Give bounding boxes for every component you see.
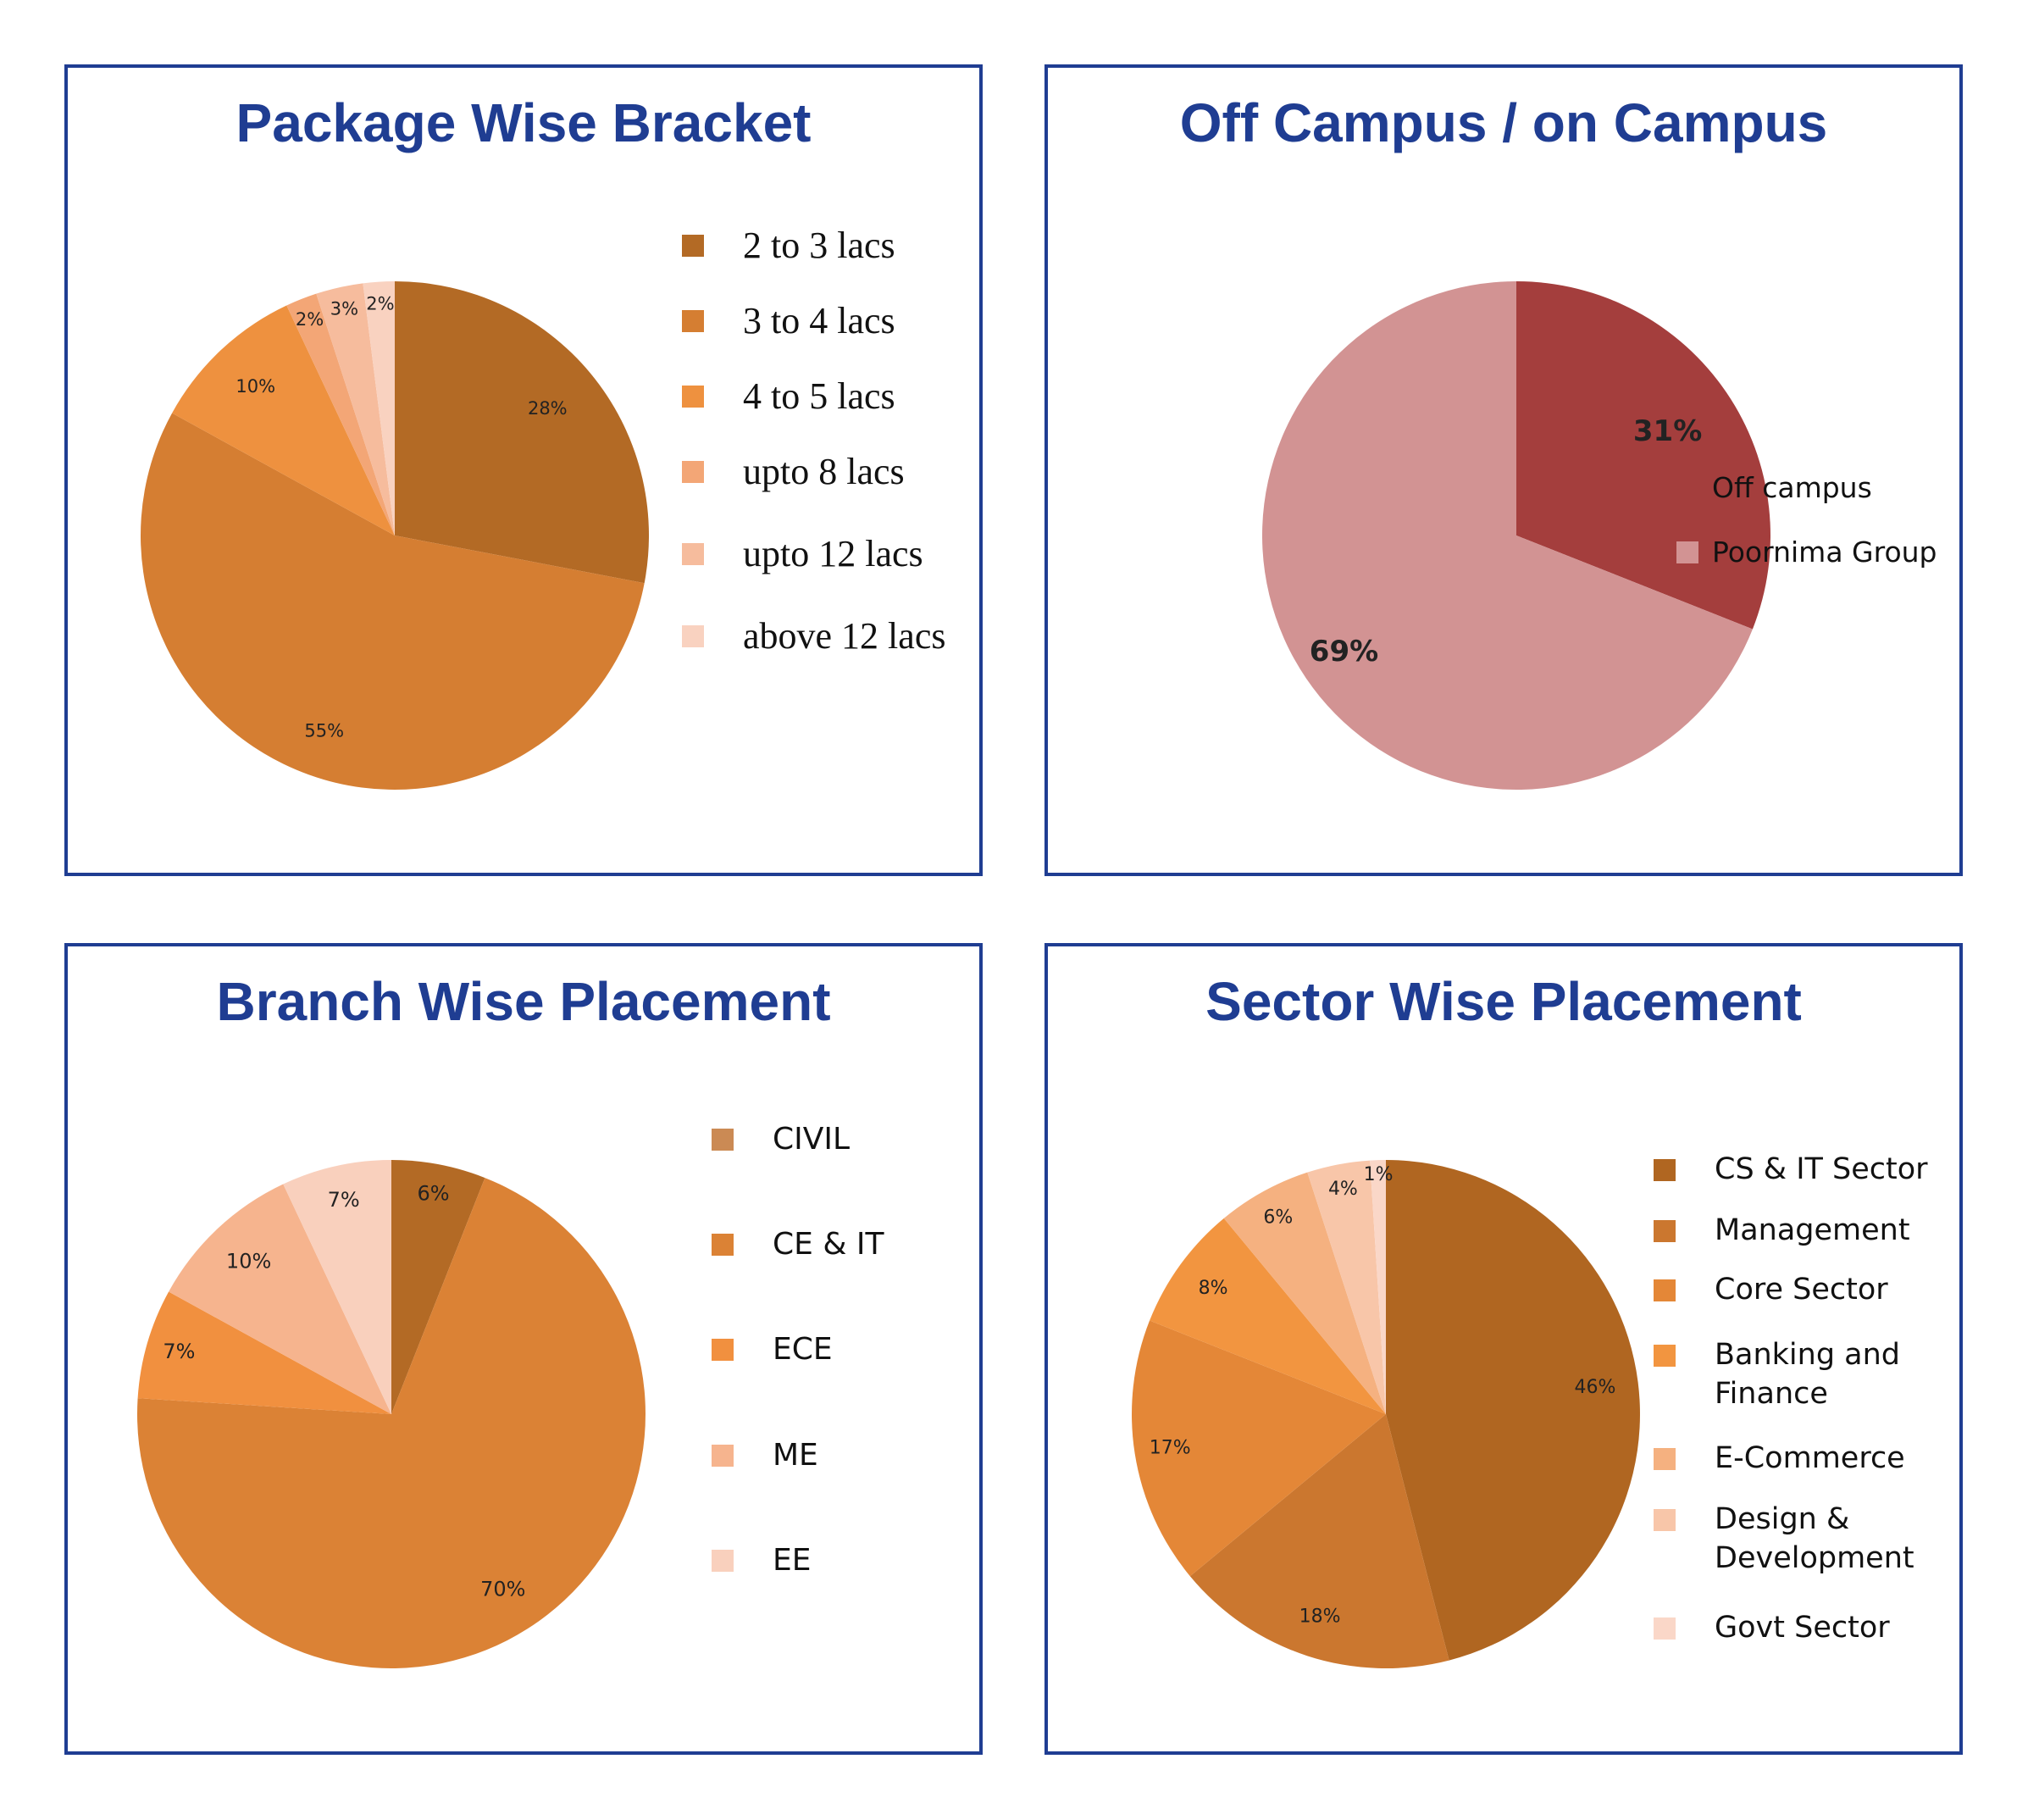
- slice-data-label: 6%: [1263, 1207, 1293, 1229]
- slice-data-label: 10%: [226, 1250, 271, 1273]
- pie-slice: [1307, 1160, 1386, 1414]
- chart-title: Branch Wise Placement: [216, 971, 831, 1032]
- pie-slice: [136, 1178, 646, 1669]
- pie-slice: [141, 413, 645, 790]
- pie-slice: [1189, 1414, 1449, 1668]
- legend-label: 2 to 3 lacs: [743, 225, 895, 267]
- pie-slice: [1132, 1320, 1386, 1577]
- legend-label: 3 to 4 lacs: [743, 300, 895, 342]
- legend-label: Govt Sector: [1715, 1611, 1890, 1645]
- slice-data-label: 70%: [480, 1578, 525, 1601]
- slice-data-label: 3%: [330, 299, 358, 319]
- legend-swatch: [1654, 1159, 1676, 1181]
- pie-slice: [169, 1184, 392, 1414]
- legend-label: Design & Development: [1715, 1502, 1914, 1575]
- pie-slice: [363, 281, 395, 535]
- chart-title: Package Wise Bracket: [235, 92, 812, 153]
- slice-data-label: 46%: [1575, 1377, 1616, 1398]
- legend-label: CE & IT: [773, 1226, 884, 1262]
- legend-swatch: [682, 625, 704, 647]
- pie-slice: [1386, 1160, 1640, 1661]
- slice-data-label: 7%: [163, 1340, 195, 1363]
- pie-slice: [286, 293, 395, 535]
- legend-label: above 12 lacs: [743, 615, 946, 658]
- pie-chart: 6% 70% 7% 10% 7%: [136, 1160, 646, 1669]
- legend-swatch: [712, 1129, 734, 1151]
- pie-slice: [316, 283, 395, 535]
- pie-chart: 31% 69%: [1261, 281, 1770, 790]
- pie-slice: [1516, 281, 1770, 630]
- legend-label: CS & IT Sector: [1715, 1152, 1928, 1187]
- legend-swatch: [712, 1339, 734, 1361]
- legend-swatch: [1676, 477, 1698, 499]
- legend-label: ME: [773, 1437, 818, 1473]
- pie-slice: [1150, 1218, 1386, 1414]
- slice-data-label: 17%: [1150, 1437, 1191, 1458]
- pie-slice: [1261, 281, 1753, 790]
- legend-swatch: [712, 1234, 734, 1256]
- legend-label: upto 12 lacs: [743, 533, 923, 575]
- legend-swatch: [682, 543, 704, 565]
- legend-label: Off campus: [1712, 470, 1872, 504]
- legend-swatch: [682, 235, 704, 257]
- legend-label: upto 8 lacs: [743, 451, 905, 493]
- legend-label: 4 to 5 lacs: [743, 375, 895, 418]
- sector-wise-chart-panel: Sector Wise Placement 46% 18% 17% 8% 6% 4% 1% …: [1044, 943, 1963, 1755]
- slice-data-label: 4%: [1328, 1179, 1358, 1200]
- legend-swatch: [1654, 1448, 1676, 1470]
- legend-swatch: [712, 1550, 734, 1572]
- slice-data-label: 7%: [328, 1188, 360, 1212]
- legend-swatch: [1676, 541, 1698, 563]
- slice-data-label: 6%: [417, 1182, 449, 1206]
- legend-label: EE: [773, 1542, 812, 1578]
- legend-label: ECE: [773, 1331, 833, 1367]
- legend-label: Poornima Group: [1712, 535, 1937, 569]
- slice-data-label: 1%: [1364, 1164, 1394, 1185]
- legend-swatch: [1654, 1220, 1676, 1242]
- legend-label: CIVIL: [773, 1121, 851, 1157]
- slice-data-label: 10%: [235, 376, 275, 397]
- slice-data-label: 55%: [304, 721, 344, 741]
- legend-swatch: [682, 386, 704, 408]
- legend-label: E-Commerce: [1715, 1441, 1905, 1476]
- slice-data-label: 69%: [1310, 635, 1378, 669]
- pie-slice: [1223, 1172, 1386, 1414]
- pie-slice: [172, 305, 396, 535]
- legend-swatch: [1654, 1279, 1676, 1301]
- legend-swatch: [1654, 1509, 1676, 1531]
- slice-data-label: 18%: [1299, 1606, 1341, 1628]
- slice-data-label: 2%: [366, 294, 394, 314]
- slice-data-label: 28%: [528, 398, 568, 419]
- branch-wise-chart-panel: Branch Wise Placement 6% 70% 7% 10% 7% CIVIL…: [64, 943, 983, 1755]
- pie-slice: [137, 1291, 391, 1414]
- legend-label: Management: [1715, 1213, 1910, 1248]
- pie-slice: [1370, 1160, 1386, 1414]
- legend-label: Core Sector: [1715, 1273, 1888, 1307]
- campus-chart-panel: Off Campus / on Campus 31% 69% Off campus…: [1044, 64, 1963, 876]
- package-wise-chart-panel: Package Wise Bracket 28% 55% 10% 2% 3% 2% 2 t…: [64, 64, 983, 876]
- pie-chart: 28% 55% 10% 2% 3% 2%: [141, 281, 650, 790]
- legend-swatch: [1654, 1345, 1676, 1367]
- legend-swatch: [682, 461, 704, 483]
- pie-slice: [395, 281, 650, 584]
- legend-swatch: [712, 1445, 734, 1467]
- legend-swatch: [682, 310, 704, 332]
- slice-data-label: 2%: [296, 309, 324, 330]
- slice-data-label: 8%: [1199, 1278, 1228, 1299]
- chart-title: Sector Wise Placement: [1205, 971, 1802, 1032]
- chart-title: Off Campus / on Campus: [1179, 92, 1828, 153]
- pie-slice: [391, 1160, 485, 1414]
- slice-data-label: 31%: [1633, 414, 1702, 448]
- pie-slice: [283, 1160, 391, 1414]
- legend-label: Banking and Finance: [1715, 1338, 1901, 1411]
- legend-swatch: [1654, 1617, 1676, 1640]
- pie-chart: 46% 18% 17% 8% 6% 4% 1%: [1132, 1160, 1640, 1668]
